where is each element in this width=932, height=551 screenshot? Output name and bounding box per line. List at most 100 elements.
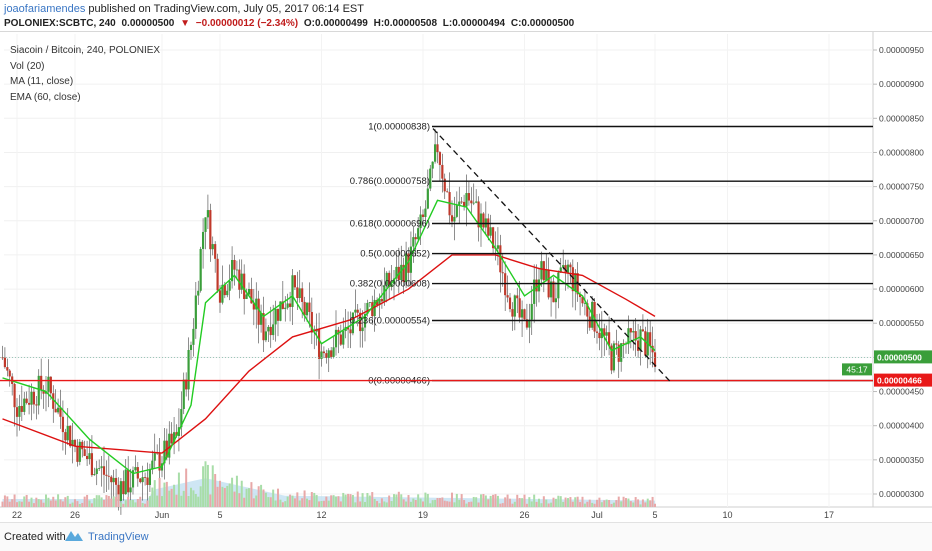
volume-bar bbox=[641, 499, 644, 507]
volume-bar bbox=[521, 498, 524, 507]
candle-body bbox=[426, 188, 429, 209]
volume-bar bbox=[76, 501, 79, 507]
volume-bar bbox=[625, 498, 627, 507]
candle-body bbox=[368, 302, 371, 303]
volume-bar bbox=[373, 498, 376, 507]
volume-bar bbox=[492, 494, 495, 507]
volume-bar bbox=[480, 494, 482, 507]
volume-bar bbox=[122, 503, 125, 507]
candle-body bbox=[23, 398, 26, 412]
volume-bar bbox=[74, 499, 76, 507]
volume-bar bbox=[434, 499, 437, 507]
legend-ema[interactable]: EMA (60, close) bbox=[10, 91, 81, 103]
tradingview-brand[interactable]: TradingView bbox=[88, 531, 149, 543]
candle-body bbox=[233, 259, 236, 270]
volume-bar bbox=[567, 498, 569, 507]
volume-bar bbox=[233, 491, 236, 507]
volume-bar bbox=[458, 499, 461, 507]
candle-body bbox=[332, 347, 335, 357]
header-divider bbox=[0, 31, 932, 32]
candle-body bbox=[192, 328, 195, 345]
legend-ma[interactable]: MA (11, close) bbox=[10, 76, 74, 87]
volume-bar bbox=[634, 497, 637, 507]
candle-body bbox=[607, 332, 611, 346]
candle-body bbox=[417, 228, 420, 240]
candle-body bbox=[20, 405, 23, 412]
candle-body bbox=[257, 298, 260, 325]
candle-body bbox=[518, 298, 521, 318]
candle-body bbox=[25, 398, 28, 403]
volume-bar bbox=[380, 498, 383, 507]
volume-bar bbox=[588, 499, 591, 507]
candle-body bbox=[218, 290, 222, 303]
tradingview-logo-icon[interactable] bbox=[64, 529, 84, 546]
created-with-text: Created with bbox=[4, 531, 66, 543]
candle-body bbox=[201, 231, 205, 249]
volume-bar bbox=[378, 503, 381, 507]
candle-body bbox=[390, 283, 393, 288]
volume-bar bbox=[525, 503, 528, 507]
volume-bar bbox=[49, 500, 52, 507]
candle-body bbox=[566, 264, 570, 273]
volume-bar bbox=[496, 495, 499, 507]
volume-bar bbox=[581, 496, 584, 507]
candle-body bbox=[264, 331, 268, 341]
volume-bar bbox=[69, 503, 72, 507]
author-link[interactable]: joaofariamendes bbox=[4, 3, 86, 15]
volume-bar bbox=[426, 493, 429, 507]
volume-bar bbox=[547, 503, 550, 507]
candle-body bbox=[146, 477, 149, 485]
price-chart[interactable]: 0.00000950 0.00000900 0.00000850 0.00000800… bbox=[0, 32, 932, 522]
candle-body bbox=[489, 227, 492, 236]
volume-bar bbox=[235, 475, 238, 507]
open-value: O:0.00000499 bbox=[303, 18, 368, 29]
volume-bar bbox=[583, 503, 586, 507]
candle-body bbox=[238, 269, 241, 290]
candle-body bbox=[296, 287, 299, 299]
volume-bar bbox=[455, 493, 458, 507]
candle-body bbox=[586, 303, 589, 317]
volume-bar bbox=[262, 489, 265, 507]
candle-body bbox=[402, 264, 405, 283]
volume-bar bbox=[371, 492, 374, 507]
candle-body bbox=[83, 449, 86, 456]
trend-line[interactable] bbox=[432, 128, 671, 382]
candle-body bbox=[346, 326, 350, 330]
candle-body bbox=[325, 353, 328, 358]
volume-bar bbox=[465, 503, 468, 507]
candle-body bbox=[73, 439, 77, 447]
volume-bar bbox=[64, 497, 67, 507]
volume-bar bbox=[20, 501, 23, 507]
candle-body bbox=[634, 331, 637, 341]
volume-bar bbox=[313, 492, 316, 507]
volume-bar bbox=[484, 495, 487, 507]
footer-bar: Created with TradingView bbox=[0, 522, 932, 551]
x-tick-label: 5 bbox=[652, 510, 657, 520]
volume-bar bbox=[586, 501, 589, 507]
candle-body bbox=[204, 217, 207, 232]
volume-bar bbox=[388, 495, 391, 507]
volume-bar bbox=[250, 482, 253, 507]
volume-bar bbox=[610, 503, 613, 507]
candle-body bbox=[185, 379, 188, 390]
volume-bar bbox=[98, 495, 101, 507]
volume-bar bbox=[467, 502, 470, 507]
legend-vol[interactable]: Vol (20) bbox=[10, 60, 45, 72]
x-tick-label: 19 bbox=[418, 510, 428, 520]
candle-body bbox=[71, 439, 74, 447]
volume-bar bbox=[115, 496, 118, 507]
volume-bar bbox=[95, 495, 98, 507]
candle-body bbox=[153, 453, 156, 461]
candle-body bbox=[470, 200, 473, 204]
candle-body bbox=[226, 290, 229, 296]
volume-bar bbox=[632, 502, 635, 507]
volume-bar bbox=[252, 498, 255, 507]
volume-bar bbox=[470, 501, 473, 507]
volume-bar bbox=[37, 499, 40, 507]
candle-body bbox=[441, 164, 444, 179]
close-value: C:0.00000500 bbox=[510, 18, 575, 29]
volume-bar bbox=[366, 493, 369, 507]
candle-body bbox=[354, 309, 357, 313]
low-value: L:0.00000494 bbox=[442, 18, 506, 29]
volume-bar bbox=[78, 503, 81, 507]
